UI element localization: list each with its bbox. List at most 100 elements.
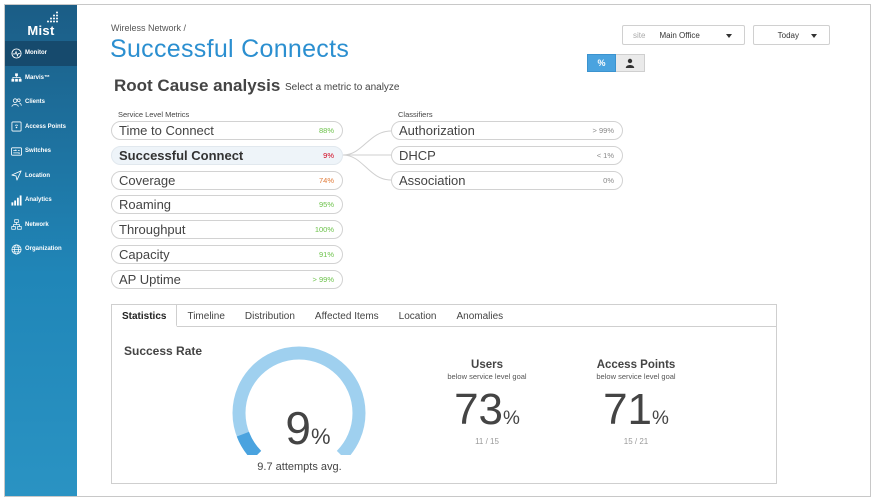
users-number: 73 (454, 385, 504, 434)
metric-value: 88% (318, 126, 334, 135)
date-selector[interactable]: Today (753, 25, 830, 45)
chevron-down-icon (726, 34, 732, 38)
classifier-value: > 99% (592, 126, 614, 135)
access-points-icon (11, 121, 22, 132)
statistics-panel: Statistics Timeline Distribution Affecte… (111, 304, 777, 484)
users-fraction: 11 / 15 (475, 437, 499, 446)
metric-value: 9% (323, 151, 334, 160)
classifier-connector-lines (342, 130, 392, 181)
site-label: site (633, 30, 646, 40)
gauge-number: 9 (285, 402, 312, 454)
aps-number: 71 (603, 385, 653, 434)
app-window: Mist Monitor Marvis™ Clients Access Poin… (4, 4, 871, 497)
classifier-value: < 1% (596, 151, 614, 160)
sidebar-item-access-points[interactable]: Access Points (5, 115, 77, 140)
location-icon (11, 170, 22, 181)
sidebar-item-organization[interactable]: Organization (5, 237, 77, 262)
site-selector[interactable]: site Main Office (622, 25, 745, 45)
metric-name: Coverage (119, 173, 176, 188)
organization-icon (11, 244, 22, 255)
metric-name: Throughput (119, 222, 186, 237)
user-icon (625, 58, 635, 68)
page-title: Successful Connects (110, 35, 350, 63)
metric-name: Successful Connect (119, 148, 244, 163)
classifier-name: DHCP (399, 148, 436, 163)
tab-anomalies[interactable]: Anomalies (456, 311, 504, 322)
tab-affected-items[interactable]: Affected Items (314, 311, 379, 322)
tab-location[interactable]: Location (398, 311, 437, 322)
gauge-unit: % (311, 424, 331, 449)
sidebar-item-switches[interactable]: Switches (5, 139, 77, 164)
clients-icon (11, 97, 22, 108)
sidebar-item-clients[interactable]: Clients (5, 90, 77, 115)
sidebar-item-label: Network (25, 221, 49, 228)
attempts-avg: 9.7 attempts avg. (257, 461, 342, 473)
users-kpi: Users below service level goal 73% 11 / … (427, 359, 547, 446)
network-icon (11, 219, 22, 230)
main-content: Wireless Network / Successful Connects s… (77, 5, 870, 496)
metric-value: 100% (314, 225, 334, 234)
chevron-down-icon (811, 34, 817, 38)
metric-name: Roaming (119, 197, 172, 212)
sidebar-item-label: Access Points (25, 123, 67, 130)
classifiers-header: Classifiers (398, 110, 433, 119)
aps-subtitle: below service level goal (596, 372, 676, 381)
aps-fraction: 15 / 21 (623, 437, 649, 446)
sidebar-item-monitor[interactable]: Monitor (5, 41, 77, 66)
sidebar-item-label: Switches (25, 148, 52, 155)
logo-dots-icon (47, 11, 58, 23)
success-rate-value: 9% (263, 401, 353, 455)
sidebar-item-marvis[interactable]: Marvis™ (5, 66, 77, 91)
metric-name: Capacity (119, 247, 170, 262)
view-toggle: % (587, 54, 645, 72)
metric-value: > 99% (312, 275, 334, 284)
monitor-icon (11, 48, 22, 59)
sidebar-item-label: Analytics (25, 197, 52, 204)
aps-value: 71% (576, 385, 696, 435)
percent-toggle-button[interactable]: % (587, 54, 616, 72)
sidebar-item-label: Marvis™ (25, 74, 51, 81)
sidebar-item-label: Clients (25, 99, 46, 106)
metric-time-to-connect[interactable]: Time to Connect 88% (111, 121, 343, 140)
metric-name: AP Uptime (119, 272, 181, 287)
gauge-fill (236, 431, 262, 455)
aps-unit: % (652, 408, 669, 429)
sidebar-item-analytics[interactable]: Analytics (5, 188, 77, 213)
success-rate-title: Success Rate (124, 344, 203, 358)
rca-subtitle: Select a metric to analyze (285, 82, 400, 93)
logo-text: Mist (27, 23, 55, 38)
metric-value: 74% (318, 176, 334, 185)
users-unit: % (503, 408, 520, 429)
sidebar-item-network[interactable]: Network (5, 213, 77, 238)
access-points-kpi: Access Points below service level goal 7… (576, 359, 696, 446)
metric-coverage[interactable]: Coverage 74% (111, 171, 343, 190)
sidebar-item-label: Location (25, 172, 50, 179)
date-value: Today (777, 30, 799, 40)
analytics-icon (11, 195, 22, 206)
classifier-name: Association (399, 173, 466, 188)
users-subtitle: below service level goal (447, 372, 527, 381)
tab-timeline[interactable]: Timeline (187, 311, 225, 322)
mist-logo[interactable]: Mist (5, 5, 77, 41)
classifier-dhcp[interactable]: DHCP < 1% (391, 146, 623, 165)
users-title: Users (471, 359, 503, 371)
sidebar-item-label: Monitor (25, 50, 47, 57)
metric-throughput[interactable]: Throughput 100% (111, 220, 343, 239)
site-value: Main Office (659, 30, 700, 40)
panel-tabs: Statistics Timeline Distribution Affecte… (112, 305, 776, 327)
sidebar-item-location[interactable]: Location (5, 164, 77, 189)
classifier-name: Authorization (399, 123, 475, 138)
tab-distribution[interactable]: Distribution (244, 311, 295, 322)
metric-capacity[interactable]: Capacity 91% (111, 245, 343, 264)
metric-successful-connect[interactable]: Successful Connect 9% (111, 146, 343, 165)
tab-statistics[interactable]: Statistics (112, 305, 178, 327)
metric-roaming[interactable]: Roaming 95% (111, 195, 343, 214)
metric-value: 95% (318, 200, 334, 209)
metric-ap-uptime[interactable]: AP Uptime > 99% (111, 270, 343, 289)
user-toggle-button[interactable] (616, 54, 645, 72)
breadcrumb[interactable]: Wireless Network / (111, 23, 187, 33)
sidebar-item-label: Organization (25, 246, 62, 253)
classifier-authorization[interactable]: Authorization > 99% (391, 121, 623, 140)
classifier-association[interactable]: Association 0% (391, 171, 623, 190)
gauge-track (232, 346, 366, 455)
